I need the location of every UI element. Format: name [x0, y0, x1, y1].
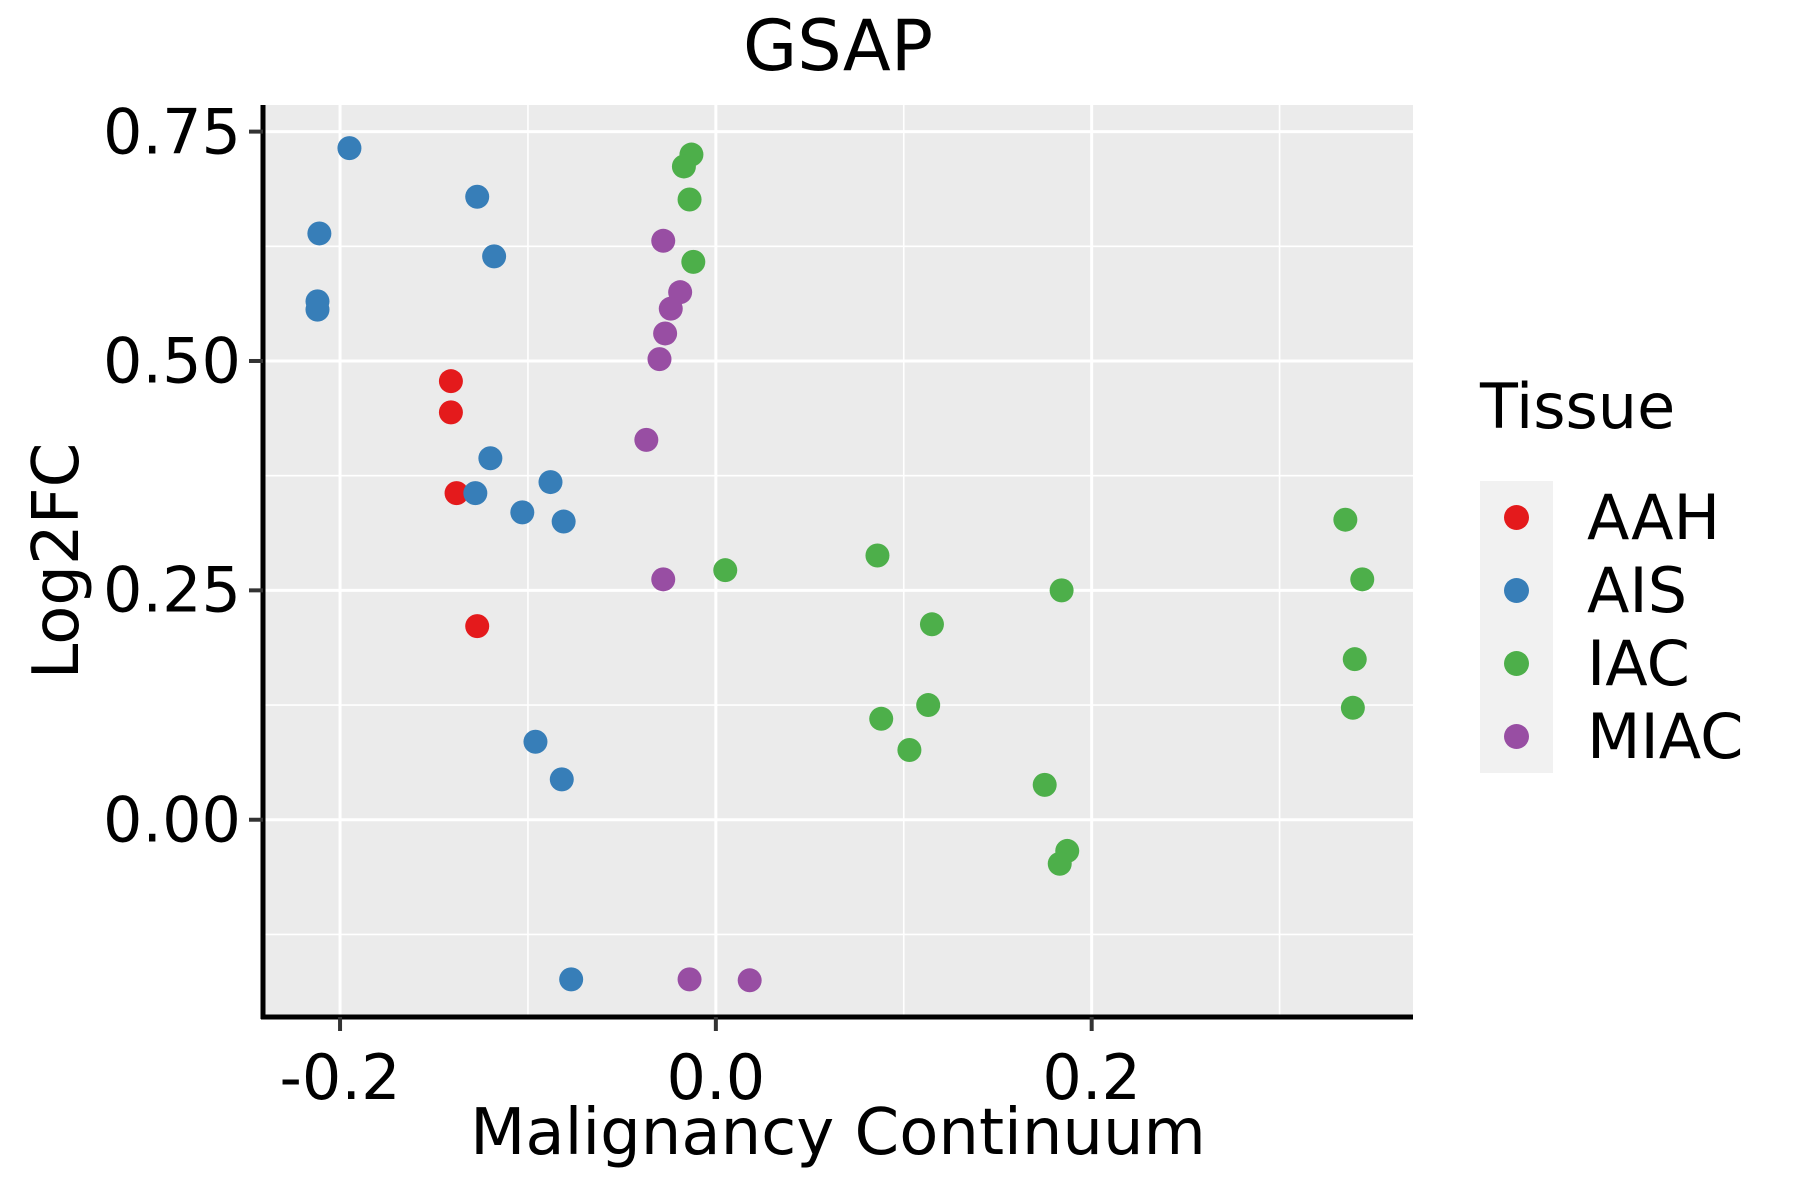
data-point-AIS: [559, 967, 584, 992]
data-point-AAH: [444, 481, 469, 506]
plot-panel: [263, 105, 1413, 1017]
legend-item-IAC: IAC: [1480, 627, 1743, 700]
data-point-IAC: [919, 612, 944, 637]
data-point-IAC: [671, 154, 696, 179]
data-point-IAC: [1350, 567, 1375, 592]
legend-dot-icon: [1504, 724, 1529, 749]
legend-title: Tissue: [1480, 370, 1676, 443]
legend-label: MIAC: [1587, 700, 1744, 773]
data-point-IAC: [916, 693, 941, 718]
data-point-AAH: [438, 369, 463, 394]
data-point-AIS: [551, 509, 576, 534]
data-point-AIS: [305, 297, 330, 322]
legend-key-AAH: [1480, 481, 1553, 554]
data-point-IAC: [1340, 695, 1365, 720]
data-point-IAC: [1049, 578, 1074, 603]
data-point-AIS: [463, 481, 488, 506]
data-point-AIS: [510, 500, 535, 525]
data-point-AAH: [465, 614, 490, 639]
data-point-AIS: [482, 244, 507, 269]
legend-item-MIAC: MIAC: [1480, 700, 1743, 773]
data-point-AIS: [549, 767, 574, 792]
data-point-IAC: [1333, 507, 1358, 532]
legend-item-AAH: AAH: [1480, 481, 1743, 554]
data-point-IAC: [869, 706, 894, 731]
legend-label: IAC: [1587, 627, 1690, 700]
data-point-IAC: [1032, 772, 1057, 797]
x-tick-label: -0.2: [279, 1041, 401, 1114]
data-point-IAC: [713, 558, 738, 583]
data-point-IAC: [1342, 647, 1367, 672]
data-point-AAH: [438, 400, 463, 425]
data-point-MIAC: [651, 228, 676, 253]
legend-label: AAH: [1587, 481, 1721, 554]
data-point-AIS: [538, 470, 563, 495]
data-point-MIAC: [737, 968, 762, 993]
data-point-IAC: [1047, 851, 1072, 876]
data-point-MIAC: [653, 321, 678, 346]
legend-items: AAH AIS IAC MIAC: [1480, 481, 1743, 773]
data-point-AIS: [465, 184, 490, 209]
legend-dot-icon: [1504, 505, 1529, 530]
legend: Tissue AAH AIS IAC MIAC: [1480, 370, 1743, 773]
data-point-AIS: [307, 221, 332, 246]
legend-label: AIS: [1587, 554, 1688, 627]
data-point-IAC: [865, 543, 890, 568]
data-point-AIS: [337, 136, 362, 161]
y-tick-label: 0.00: [102, 783, 241, 857]
data-point-MIAC: [677, 967, 702, 992]
legend-key-AIS: [1480, 554, 1553, 627]
x-tick-label: 0.0: [666, 1041, 766, 1114]
legend-dot-icon: [1504, 578, 1529, 603]
y-tick-label: 0.50: [102, 324, 241, 398]
legend-key-IAC: [1480, 627, 1553, 700]
data-point-MIAC: [647, 347, 672, 372]
data-point-AIS: [478, 446, 503, 471]
data-point-IAC: [681, 249, 706, 274]
data-point-MIAC: [658, 296, 683, 321]
data-point-IAC: [677, 187, 702, 212]
data-point-AIS: [523, 729, 548, 754]
data-point-MIAC: [651, 567, 676, 592]
x-axis-title: Malignancy Continuum: [470, 1096, 1206, 1170]
data-point-MIAC: [634, 427, 659, 452]
x-tick-label: 0.2: [1042, 1041, 1141, 1114]
plot-title: GSAP: [742, 5, 934, 87]
legend-key-MIAC: [1480, 700, 1553, 773]
y-tick-label: 0.25: [102, 553, 241, 627]
legend-item-AIS: AIS: [1480, 554, 1743, 627]
y-axis-title: Log2FC: [20, 442, 94, 680]
data-point-IAC: [897, 738, 922, 763]
y-tick-label: 0.75: [102, 95, 241, 169]
legend-dot-icon: [1504, 651, 1529, 676]
